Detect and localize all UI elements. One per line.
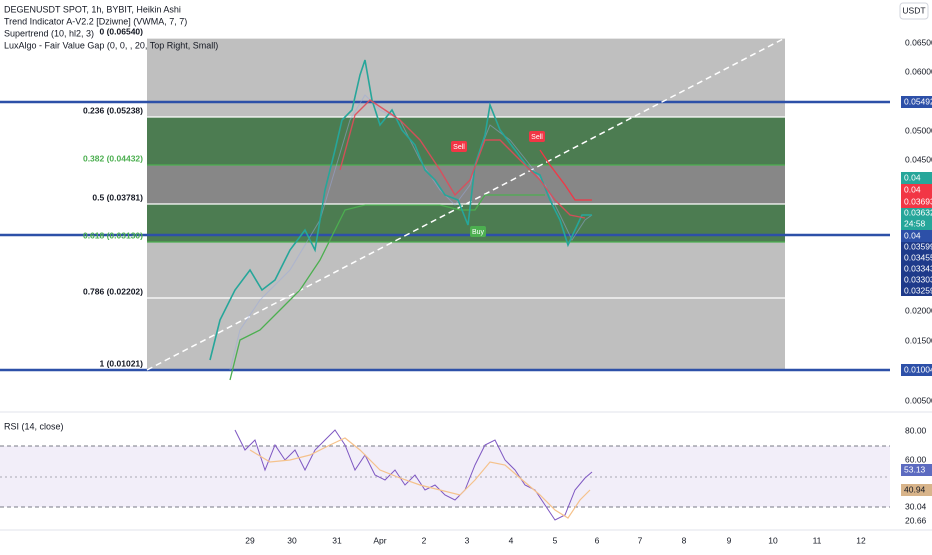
rsi-tick: 80.00 xyxy=(905,425,927,435)
fib-label: 0.5 (0.03781) xyxy=(92,192,143,202)
rsi-title: RSI (14, close) xyxy=(4,421,64,431)
rsi-tick: 60.00 xyxy=(905,454,927,464)
indicator-label: Trend Indicator A-V2.2 [Dziwne] (VWMA, 7… xyxy=(4,16,187,26)
price-badge xyxy=(901,196,932,208)
indicator-label: Supertrend (10, hl2, 3) xyxy=(4,28,94,38)
sell-signal xyxy=(529,131,545,142)
symbol-title: DEGENUSDT SPOT, 1h, BYBIT, Heikin Ashi xyxy=(4,4,181,14)
time-tick: 11 xyxy=(813,535,822,545)
countdown: 24:58 xyxy=(904,218,926,228)
fib-label: 0 (0.06540) xyxy=(100,26,144,36)
time-tick: 8 xyxy=(682,535,687,545)
currency-label: USDT xyxy=(902,5,925,15)
price-badge xyxy=(901,184,932,196)
price-tick: 0.03259 xyxy=(904,285,932,295)
fib-zone xyxy=(147,117,785,165)
fib-label: 0.236 (0.05238) xyxy=(83,105,143,115)
sell-signal xyxy=(451,141,467,152)
price-tick: 0.01004 xyxy=(904,364,932,374)
price-tick: 0.03693 xyxy=(904,196,932,206)
time-tick: 9 xyxy=(727,535,732,545)
fib-label: 0.618 (0.03130) xyxy=(83,230,143,240)
rsi-badge xyxy=(901,484,932,496)
buy-label: Buy xyxy=(472,229,485,236)
time-axis: 29 30 31 Apr 2 3 4 5 6 7 8 9 10 11 12 xyxy=(245,535,866,545)
time-tick: 7 xyxy=(638,535,643,545)
buy-signal xyxy=(470,226,486,237)
time-tick: 6 xyxy=(595,535,600,545)
price-badge xyxy=(901,208,932,230)
fib-label: 0.786 (0.02202) xyxy=(83,286,143,296)
rsi-tick: 40.94 xyxy=(904,484,926,494)
time-tick: 4 xyxy=(509,535,514,545)
currency-button[interactable] xyxy=(899,2,929,20)
rsi-badge xyxy=(901,464,932,476)
time-tick: Apr xyxy=(373,535,386,545)
price-tick: 0.03599 xyxy=(904,241,932,251)
indicator-label: LuxAlgo - Fair Value Gap (0, 0, , 20, To… xyxy=(4,40,218,50)
time-tick: 30 xyxy=(287,535,297,545)
price-badge xyxy=(901,230,932,242)
supertrend-up xyxy=(229,194,545,381)
rsi-tick: 20.66 xyxy=(905,515,927,525)
rsi-ma xyxy=(249,437,591,519)
fib-label: 1 (0.01021) xyxy=(100,358,144,368)
time-tick: 5 xyxy=(553,535,558,545)
time-tick: 31 xyxy=(332,535,342,545)
price-tick: 0.04 xyxy=(904,230,921,240)
price-tick: 0.03343 xyxy=(904,263,932,273)
price-tick: 0.03303 xyxy=(904,274,932,284)
price-tick: 0.04 xyxy=(904,184,921,194)
fib-lines xyxy=(147,37,785,299)
rsi-tick: 30.04 xyxy=(905,501,927,511)
price-badge xyxy=(901,242,932,296)
sell-label: Sell xyxy=(531,134,543,141)
time-tick: 2 xyxy=(422,535,427,545)
time-tick: 29 xyxy=(245,535,255,545)
price-tick: 0.04 xyxy=(904,172,921,182)
rsi-tick: 53.13 xyxy=(904,464,926,474)
price-tick: 0.05492 xyxy=(904,96,932,106)
price-tick: 0.00500 xyxy=(905,395,932,405)
time-tick: 12 xyxy=(856,535,866,545)
trend-indicator xyxy=(339,99,586,219)
time-tick: 3 xyxy=(465,535,470,545)
price-tick: 0.03455 xyxy=(904,252,932,262)
ha-band xyxy=(229,94,593,371)
price-badge xyxy=(901,96,932,108)
price-tick: 0.03632 xyxy=(904,207,932,217)
price-badge xyxy=(901,364,932,376)
price-line xyxy=(209,59,592,361)
price-badge xyxy=(901,172,932,184)
supertrend-down xyxy=(539,149,592,201)
sell-label: Sell xyxy=(453,144,465,151)
fib-label: 0.382 (0.04432) xyxy=(83,153,143,163)
time-tick: 10 xyxy=(768,535,778,545)
